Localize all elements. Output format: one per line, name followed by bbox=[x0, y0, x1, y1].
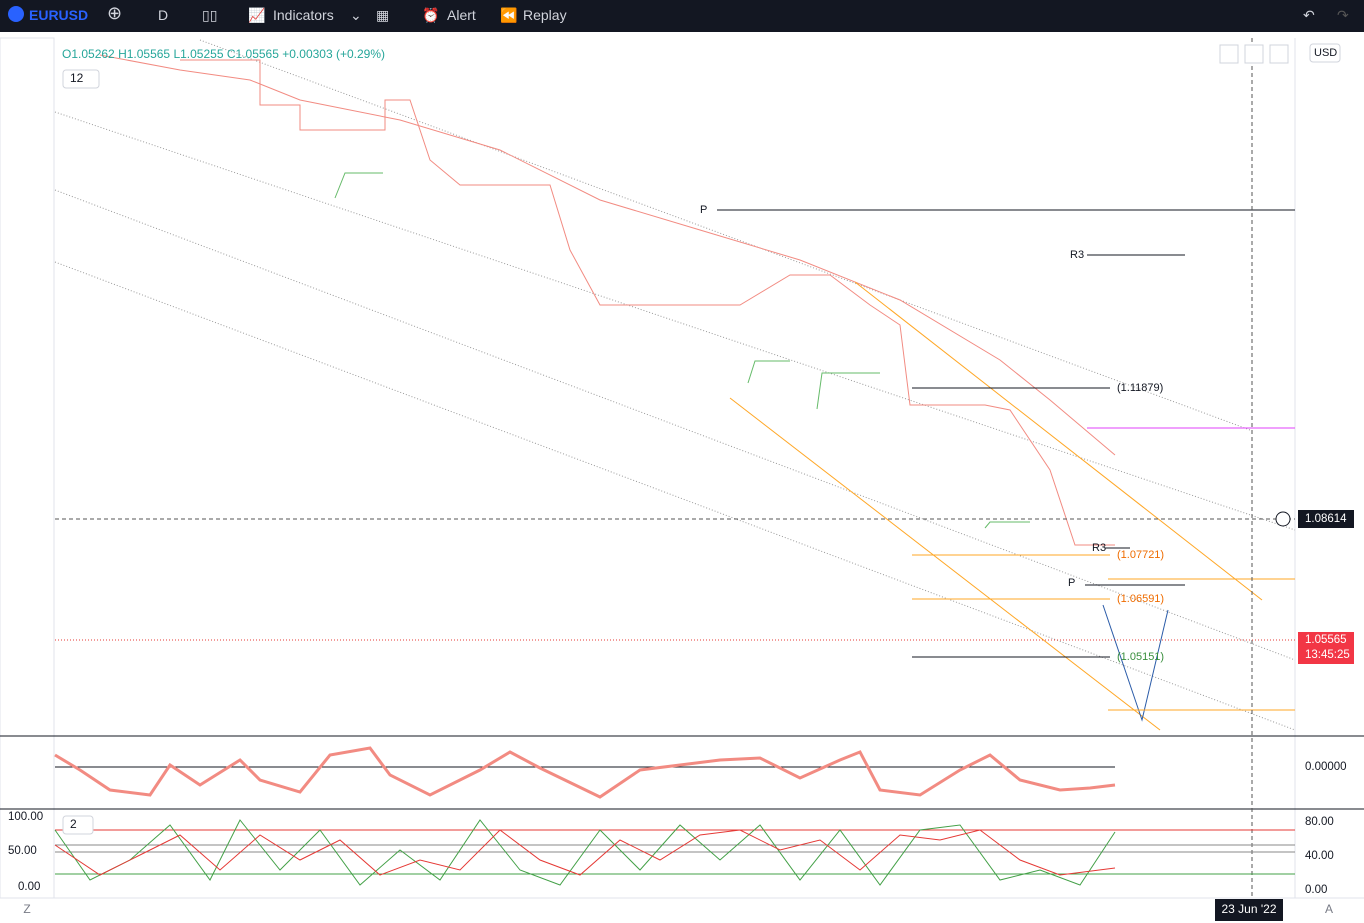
indicators-icon[interactable]: 📈 bbox=[248, 7, 266, 23]
add-symbol[interactable]: ⊕ bbox=[107, 3, 123, 23]
currency-box[interactable] bbox=[1309, 43, 1341, 63]
redo[interactable]: ↷ bbox=[1337, 7, 1349, 23]
auto-scale[interactable]: A bbox=[1325, 902, 1333, 916]
chart-type[interactable]: ▯▯ bbox=[202, 7, 218, 23]
legend-close: C1.05565 bbox=[227, 47, 279, 61]
stoch-right-tick: 80.00 bbox=[1305, 816, 1334, 828]
indicator-count[interactable]: 12 bbox=[70, 71, 84, 85]
supertrend bbox=[180, 59, 1115, 546]
currency[interactable]: USD bbox=[1314, 47, 1337, 59]
undo[interactable]: ↶ bbox=[1303, 7, 1315, 23]
stoch-d bbox=[54, 829, 1116, 876]
stoch-left-tick: 50.00 bbox=[8, 845, 37, 857]
chart: P R3 (1.11879) R3 (1.07721) P (1.06591) … bbox=[0, 32, 1364, 923]
channel bbox=[54, 111, 1296, 531]
crosshair-price: 1.08614 bbox=[1305, 513, 1347, 525]
left-strip bbox=[0, 37, 55, 899]
symbol[interactable]: EURUSD bbox=[29, 7, 89, 23]
last-price-badge bbox=[1298, 632, 1354, 664]
stoch-right-tick: 0.00 bbox=[1305, 884, 1327, 896]
button[interactable] bbox=[1269, 44, 1289, 64]
replay[interactable]: Replay bbox=[523, 7, 567, 23]
level-label: R3 bbox=[1070, 249, 1084, 261]
level-label: (1.11879) bbox=[1117, 382, 1163, 394]
moving-average bbox=[99, 54, 1116, 456]
zoom[interactable]: Z bbox=[23, 902, 30, 916]
legend-low: L1.05255 bbox=[173, 47, 223, 61]
symbol-flag bbox=[8, 6, 24, 22]
axes: 1.08614 1.05565 13:45:25 0.00000 100.00 … bbox=[8, 510, 1354, 921]
dropdown[interactable]: ⌄ bbox=[350, 7, 362, 23]
trend-line bbox=[854, 281, 1263, 601]
level-label: R3 bbox=[1092, 542, 1106, 554]
indicator-lines bbox=[54, 38, 1296, 898]
alert[interactable]: Alert bbox=[447, 7, 476, 23]
templates[interactable]: ▦ bbox=[376, 7, 390, 23]
replay-icon[interactable]: ⏪ bbox=[500, 7, 518, 23]
channel bbox=[54, 261, 1296, 731]
stoch-left-tick: 0.00 bbox=[18, 881, 40, 893]
crosshair-date: 23 Jun '22 bbox=[1221, 902, 1276, 916]
projection bbox=[1102, 604, 1169, 722]
supertrend-up bbox=[334, 172, 383, 199]
level-label: P bbox=[700, 204, 707, 216]
trend-line bbox=[729, 397, 1161, 731]
legend-ohlc: O1.05262 H1.05565 L1.05255 C1.05565 +0.0… bbox=[62, 47, 385, 61]
interval[interactable]: D bbox=[158, 7, 169, 23]
indicators[interactable]: Indicators bbox=[273, 7, 334, 23]
supertrend-up bbox=[816, 372, 880, 410]
stoch-k bbox=[54, 819, 1116, 886]
legend-pct: (+0.29%) bbox=[336, 47, 385, 61]
countdown: 13:45:25 bbox=[1305, 649, 1350, 661]
background bbox=[0, 32, 1364, 923]
button[interactable] bbox=[1219, 44, 1239, 64]
level-label: (1.07721) bbox=[1117, 549, 1164, 561]
oscillator-line bbox=[54, 746, 1116, 799]
pane-buttons: USD bbox=[1219, 43, 1341, 64]
indicator-count-box[interactable] bbox=[62, 815, 94, 835]
legend: O1.05262 H1.05565 L1.05255 C1.05565 +0.0… bbox=[62, 47, 385, 835]
toolbar: EURUSD ⊕ D ▯▯ 📈 Indicators ⌄ ▦ ⏰ Alert ⏪… bbox=[0, 0, 1364, 32]
osc-tick: 0.00000 bbox=[1305, 761, 1347, 773]
last-price: 1.05565 bbox=[1305, 634, 1347, 646]
legend-change: +0.00303 bbox=[282, 47, 333, 61]
level-label: (1.05151) bbox=[1117, 651, 1164, 663]
indicator-count-box[interactable] bbox=[62, 69, 100, 89]
level-labels: P R3 (1.11879) R3 (1.07721) P (1.06591) … bbox=[700, 204, 1164, 663]
chart-root: P R3 (1.11879) R3 (1.07721) P (1.06591) … bbox=[0, 32, 1364, 923]
add-button[interactable] bbox=[1275, 511, 1291, 527]
alert-icon[interactable]: ⏰ bbox=[422, 7, 440, 23]
button[interactable] bbox=[1244, 44, 1264, 64]
legend-high: H1.05565 bbox=[118, 47, 170, 61]
supertrend-up bbox=[747, 360, 790, 384]
channel bbox=[199, 39, 1251, 431]
channel bbox=[54, 189, 1296, 661]
level-label: P bbox=[1068, 577, 1075, 589]
stoch-left-tick: 100.00 bbox=[8, 811, 43, 823]
date-badge bbox=[1215, 899, 1283, 921]
level-label: (1.06591) bbox=[1117, 593, 1164, 605]
crosshair-badge bbox=[1298, 510, 1354, 528]
indicator-count[interactable]: 2 bbox=[70, 817, 77, 831]
legend-open: O1.05262 bbox=[62, 47, 115, 61]
supertrend-up bbox=[984, 521, 1030, 529]
stoch-right-tick: 40.00 bbox=[1305, 850, 1334, 862]
